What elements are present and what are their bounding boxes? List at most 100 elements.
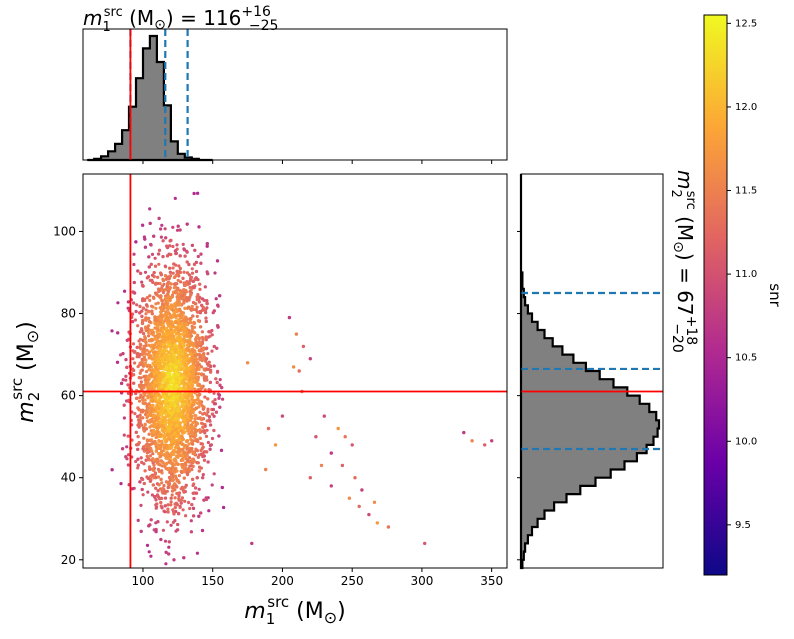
scatter-point [159,339,163,344]
scatter-point [141,426,146,430]
scatter-point [149,406,153,411]
scatter-point [212,391,216,395]
scatter-point [191,491,195,495]
scatter-point [184,483,188,487]
scatter-point [158,306,162,310]
scatter-point [201,476,205,480]
scatter-point [137,399,142,403]
scatter-point [201,308,205,312]
scatter-point [163,264,167,268]
scatter-point [169,295,173,299]
scatter-point [164,310,168,314]
scatter-point [204,497,208,502]
scatter-point [194,302,198,306]
scatter-point [175,326,179,330]
scatter-point [190,324,194,328]
scatter-point [187,349,191,353]
scatter-point [192,325,197,329]
scatter-point [196,439,200,444]
scatter-point [164,316,168,320]
top-axes-frame [82,28,508,161]
scatter-point [205,299,209,303]
scatter-point [154,444,158,449]
scatter-point [159,227,163,231]
scatter-point [148,454,152,458]
scatter-point [184,364,188,368]
scatter-point [157,347,161,351]
scatter-point [216,325,220,329]
scatter-point [143,378,147,382]
scatter-point [159,235,163,239]
scatter-point [141,297,145,301]
scatter-point [180,435,184,439]
scatter-point [153,396,157,400]
scatter-point [188,343,192,347]
scatter-point [208,380,212,384]
scatter-point [212,309,216,313]
scatter-point [149,345,153,349]
scatter-point [214,297,218,301]
scatter-point [164,236,168,240]
scatter-point [210,412,215,416]
scatter-point [182,556,186,560]
scatter-point [139,503,143,507]
scatter-point [188,401,192,406]
scatter-point [149,397,153,402]
scatter-point [145,454,149,458]
scatter-point [186,427,190,431]
scatter-point [168,306,172,310]
scatter-point [148,207,152,211]
scatter-point [212,428,216,433]
scatter-point [199,384,203,388]
scatter-point [212,472,216,476]
scatter-point [176,278,180,282]
scatter-point [195,298,199,302]
scatter-point [124,455,128,459]
scatter-point [148,294,152,298]
scatter-point [150,252,155,256]
scatter-point [157,393,161,397]
scatter-point [176,294,180,298]
scatter-point [163,462,168,466]
scatter-point [180,498,184,502]
scatter-point [139,383,143,387]
scatter-point [206,397,210,401]
scatter-point [207,388,211,392]
scatter-point [163,274,168,278]
scatter-point [154,306,158,310]
scatter-point [161,239,165,243]
scatter-point [158,332,162,336]
scatter-point [205,346,209,350]
scatter-point [136,457,140,461]
scatter-point [196,396,200,400]
scatter-point [145,543,150,548]
scatter-point [110,329,114,333]
scatter-point [156,467,160,471]
scatter-point [170,406,174,410]
scatter-point [151,280,155,284]
scatter-point [190,304,194,309]
scatter-point [185,271,190,275]
scatter-point [123,289,127,293]
scatter-point [173,249,177,253]
scatter-point [205,413,209,417]
scatter-point [190,359,194,363]
scatter-point [194,260,198,264]
scatter-point [148,382,152,386]
scatter-point [146,419,150,423]
scatter-point [175,462,180,466]
scatter-point [191,434,195,438]
scatter-point [160,223,164,227]
scatter-point [175,454,179,458]
scatter-point [158,281,162,286]
scatter-point [143,422,147,426]
scatter-point [196,254,200,259]
scatter-point [150,404,154,408]
scatter-point [205,302,209,306]
scatter-point [142,445,146,449]
scatter-point [139,380,143,384]
scatter-point [198,392,202,396]
scatter-point [142,386,146,390]
scatter-point [222,505,226,510]
scatter-point [142,355,146,359]
